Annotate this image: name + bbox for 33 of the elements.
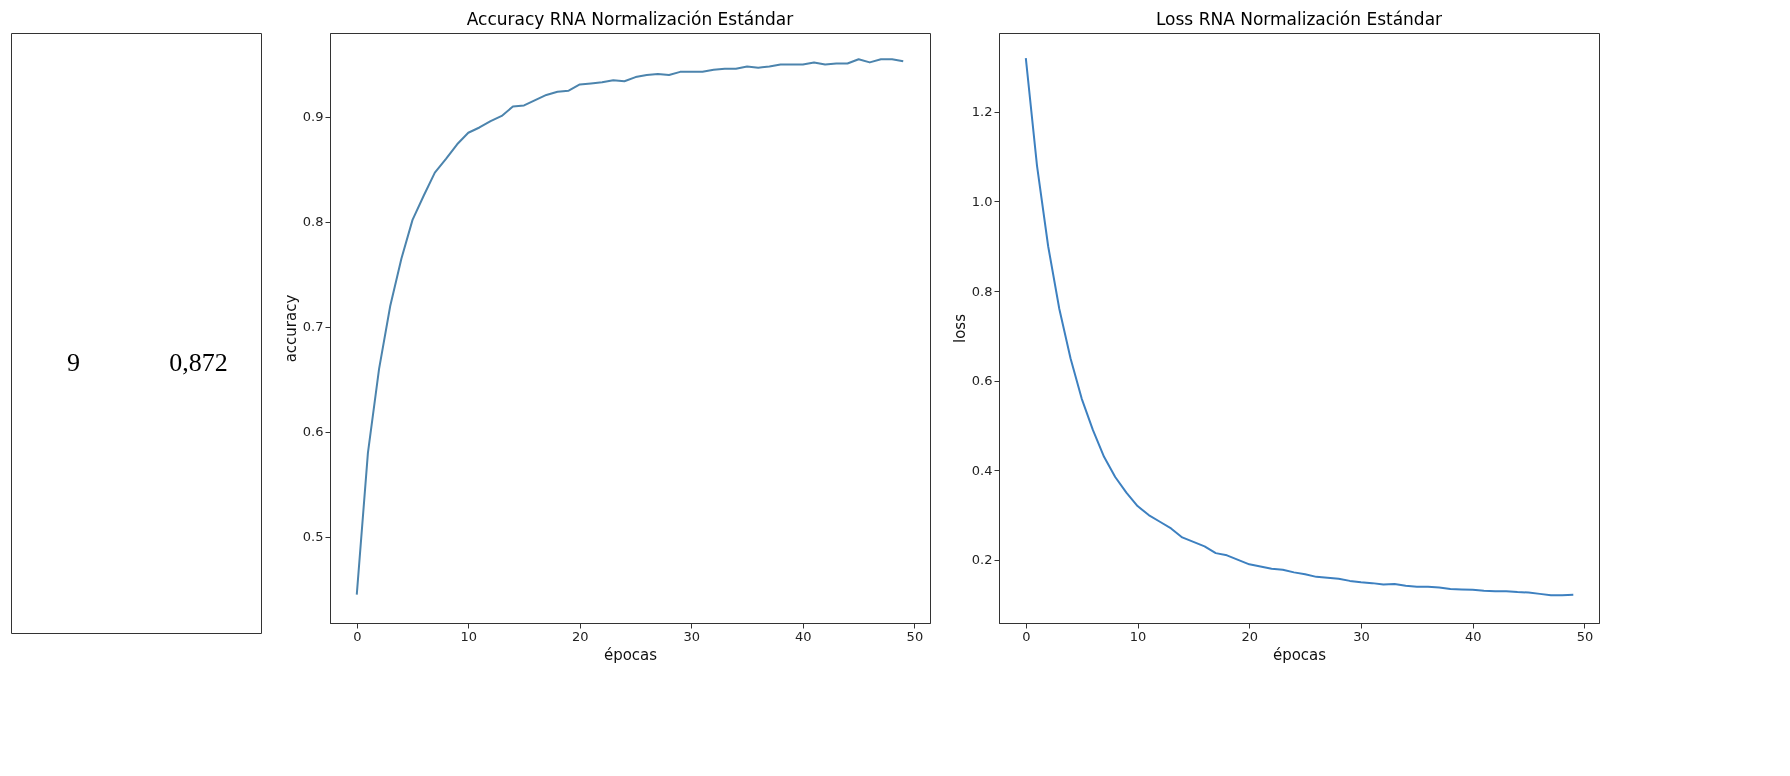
y-axis-title: loss (950, 313, 969, 343)
y-tick-label: 0.8 (302, 214, 324, 230)
x-tick-label: 0 (353, 628, 362, 644)
y-tick-label: 0.5 (302, 529, 324, 545)
y-tick-label: 1.2 (971, 104, 993, 120)
x-axis-title: épocas (603, 645, 658, 664)
x-axis-title: épocas (1272, 645, 1327, 664)
x-tick-label: 10 (460, 628, 478, 644)
x-tick-label: 40 (795, 628, 812, 644)
line-series (355, 58, 905, 596)
x-tick-label: 30 (683, 628, 701, 644)
y-tick-label: 0.8 (971, 283, 993, 299)
y-tick-label: 0.2 (971, 552, 993, 568)
y-tick-label: 1.0 (971, 193, 993, 209)
x-tick-label: 10 (1129, 628, 1147, 644)
chart-title: Loss RNA Normalización Estándar (1155, 9, 1443, 29)
chart-title: Accuracy RNA Normalización Estándar (466, 9, 794, 29)
y-tick-label: 0.6 (302, 424, 324, 440)
y-axis-title: accuracy (281, 294, 300, 363)
y-tick-label: 0.7 (302, 319, 324, 335)
x-tick-label: 40 (1464, 628, 1482, 644)
y-tick-label: 0.6 (971, 373, 993, 389)
x-tick-label: 20 (1241, 628, 1259, 644)
y-tick-label: 0.4 (971, 462, 993, 478)
x-tick-label: 0 (1022, 628, 1031, 644)
x-tick-label: 30 (1353, 628, 1370, 644)
text: 0,872 (169, 348, 228, 377)
line-series (1024, 57, 1575, 597)
x-tick-label: 20 (572, 628, 589, 644)
y-tick-label: 0.9 (302, 109, 324, 125)
text: 9 (67, 348, 80, 377)
x-tick-label: 50 (906, 628, 924, 644)
x-tick-label: 50 (1576, 628, 1594, 644)
